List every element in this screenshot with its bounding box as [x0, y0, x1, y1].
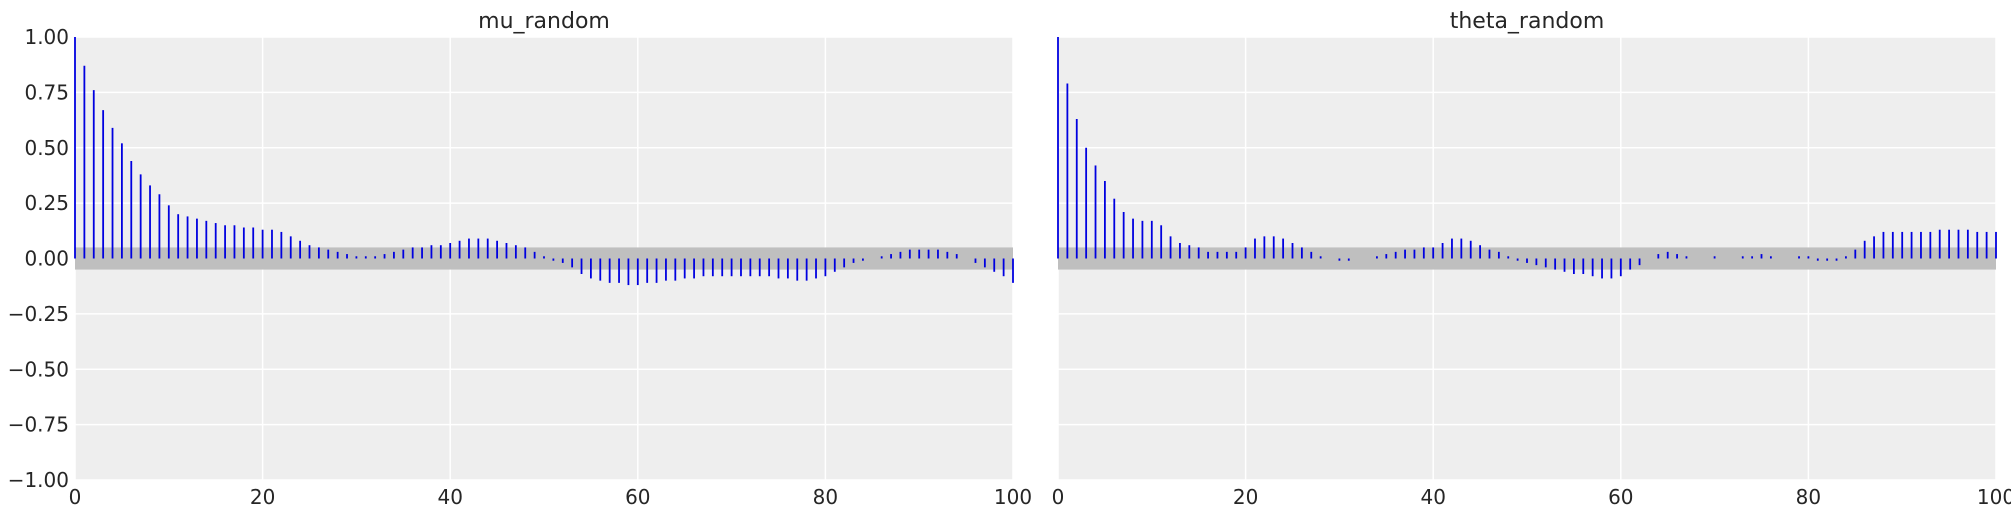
x-tick-label: 0: [69, 485, 82, 509]
x-tick-label: 100: [1977, 485, 2011, 509]
y-tick-label: −0.75: [8, 413, 69, 437]
x-tick-label: 20: [1233, 485, 1258, 509]
y-tick-label: 0.50: [24, 136, 69, 160]
x-tick-label: 40: [1420, 485, 1445, 509]
x-tick-label: 80: [813, 485, 838, 509]
theta-random-panel: theta_random 0 20 40 60 80 100: [1052, 9, 2011, 509]
y-tick-label: −1.00: [8, 468, 69, 492]
y-tick-label: 0.75: [24, 80, 69, 104]
y-tick-label: −0.25: [8, 302, 69, 326]
mu-random-panel: mu_random 0 20 40 60 80 100 1.00 0.75 0.50 0.25 0.…: [8, 9, 1032, 509]
x-tick-label: 20: [250, 485, 275, 509]
x-tick-label: 60: [1608, 485, 1633, 509]
x-tick-label: 80: [1796, 485, 1821, 509]
y-tick-label: −0.50: [8, 357, 69, 381]
y-tick-label: 0.25: [24, 191, 69, 215]
y-tick-label: 1.00: [24, 25, 69, 49]
x-tick-label: 60: [625, 485, 650, 509]
chart-title: theta_random: [1450, 9, 1605, 34]
x-tick-label: 100: [994, 485, 1032, 509]
x-tick-label: 0: [1052, 485, 1065, 509]
chart-title: mu_random: [478, 9, 610, 34]
y-tick-label: 0.00: [24, 247, 69, 271]
x-tick-label: 40: [437, 485, 462, 509]
